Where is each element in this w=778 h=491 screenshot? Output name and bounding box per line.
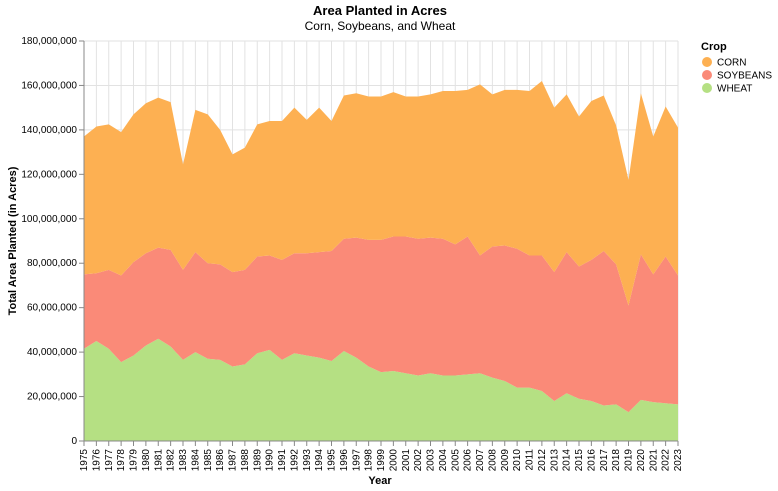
x-tick-label: 2019: [624, 449, 635, 472]
x-tick-label: 1993: [302, 449, 313, 472]
x-tick-label: 2017: [599, 449, 610, 472]
x-tick-label: 1977: [104, 449, 115, 472]
x-tick-label: 2021: [648, 449, 659, 472]
x-axis: 1975 1976 1977 1978 1979 1980 1981 1982 1983 1984…: [79, 440, 684, 472]
x-tick-label: 2022: [661, 449, 672, 472]
x-tick-label: 2016: [586, 449, 597, 472]
chart-subtitle: Corn, Soybeans, and Wheat: [305, 19, 456, 33]
x-tick-label: 2010: [512, 449, 523, 472]
y-tick-label: 80,000,000: [27, 258, 77, 269]
x-tick-label: 1999: [376, 449, 387, 472]
legend-label-soybeans: SOYBEANS: [717, 71, 772, 82]
x-tick-label: 2018: [611, 449, 622, 472]
x-tick-label: 2008: [487, 449, 498, 472]
x-tick-label: 2013: [549, 449, 560, 472]
x-tick-label: 1997: [351, 449, 362, 472]
x-tick-label: 2004: [438, 449, 449, 472]
x-tick-label: 2007: [475, 449, 486, 472]
y-axis: 0 20,000,000 40,000,000 60,000,000 80,000,00…: [21, 36, 85, 447]
x-tick-label: 1982: [166, 449, 177, 472]
y-tick-label: 180,000,000: [21, 36, 77, 47]
x-tick-label: 2002: [413, 449, 424, 472]
y-tick-label: 100,000,000: [21, 214, 77, 225]
x-tick-label: 1980: [141, 449, 152, 472]
x-axis-title: Year: [368, 475, 392, 487]
y-tick-label: 0: [71, 436, 77, 447]
x-tick-label: 2009: [500, 449, 511, 472]
y-tick-label: 120,000,000: [21, 169, 77, 180]
x-tick-label: 2001: [401, 449, 412, 472]
y-tick-label: 60,000,000: [27, 303, 77, 314]
y-tick-label: 140,000,000: [21, 125, 77, 136]
x-tick-label: 2014: [562, 449, 573, 472]
x-tick-label: 1976: [91, 449, 102, 472]
x-tick-label: 2005: [450, 449, 461, 472]
x-tick-label: 1995: [327, 449, 338, 472]
y-tick-label: 40,000,000: [27, 347, 77, 358]
x-tick-label: 1991: [277, 449, 288, 472]
legend-swatch-corn: [702, 57, 712, 67]
legend-swatch-soybeans: [702, 70, 712, 80]
stacked-areas: [84, 81, 678, 441]
x-tick-label: 1983: [178, 449, 189, 472]
legend-swatch-wheat: [702, 83, 712, 93]
y-tick-label: 20,000,000: [27, 392, 77, 403]
area-corn: [84, 81, 678, 306]
chart-title: Area Planted in Acres: [313, 3, 447, 18]
x-tick-label: 1975: [79, 449, 90, 472]
x-tick-label: 1996: [339, 449, 350, 472]
x-tick-label: 1987: [228, 449, 239, 472]
y-tick-label: 160,000,000: [21, 80, 77, 91]
x-tick-label: 1979: [129, 449, 140, 472]
x-tick-label: 1990: [265, 449, 276, 472]
x-tick-label: 1988: [240, 449, 251, 472]
x-tick-label: 1981: [153, 449, 164, 472]
legend-label-wheat: WHEAT: [717, 84, 752, 95]
area-soybeans: [84, 236, 678, 413]
x-tick-label: 2003: [426, 449, 437, 472]
y-axis-title: Total Area Planted (in Acres): [7, 166, 19, 315]
x-tick-label: 1986: [215, 449, 226, 472]
x-tick-label: 1985: [203, 449, 214, 472]
x-tick-label: 1989: [252, 449, 263, 472]
x-tick-label: 1984: [190, 449, 201, 472]
x-tick-label: 2000: [388, 449, 399, 472]
x-tick-label: 1978: [116, 449, 127, 472]
legend-title: Crop: [701, 41, 727, 53]
x-tick-label: 1998: [364, 449, 375, 472]
x-tick-label: 2020: [636, 449, 647, 472]
x-tick-label: 2015: [574, 449, 585, 472]
legend-label-corn: CORN: [717, 58, 746, 69]
legend: Crop CORN SOYBEANS WHEAT: [701, 41, 772, 95]
area-wheat: [84, 338, 678, 441]
x-tick-label: 1994: [314, 449, 325, 472]
x-tick-label: 1992: [289, 449, 300, 472]
x-tick-label: 2012: [537, 449, 548, 472]
x-tick-label: 2006: [463, 449, 474, 472]
x-tick-label: 2011: [525, 449, 536, 471]
x-tick-label: 2023: [673, 449, 684, 472]
